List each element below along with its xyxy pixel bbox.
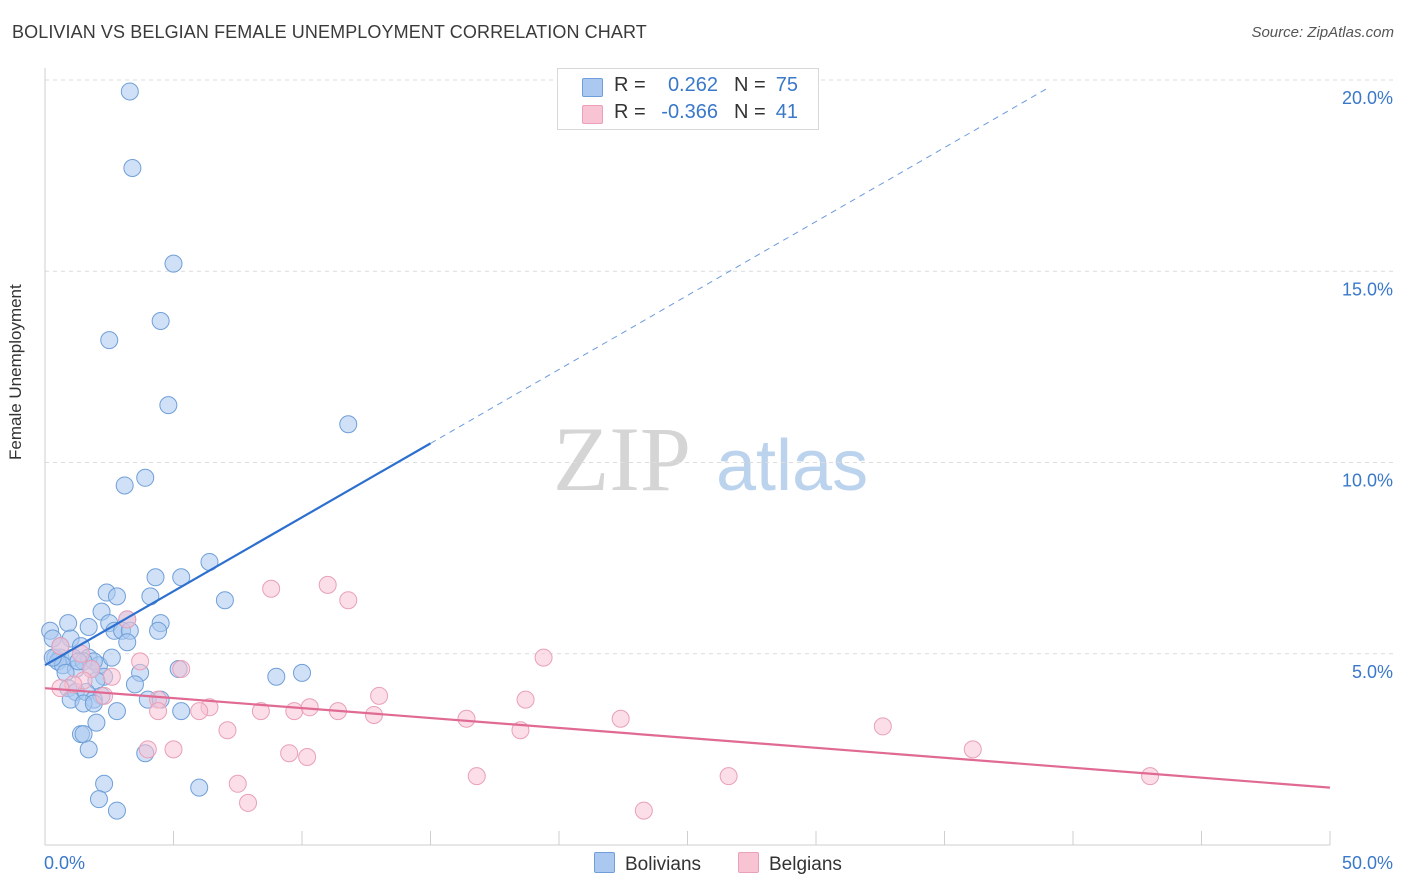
watermark-zip: ZIP [553, 408, 691, 510]
legend-label: Bolivians [625, 854, 702, 875]
belgian-point [138, 740, 157, 759]
n-value: 75 [775, 74, 798, 96]
bolivian-point [89, 790, 108, 809]
y-tick-label: 15.0% [1342, 279, 1393, 299]
bolivian-point [293, 663, 311, 682]
belgian-point [190, 702, 209, 721]
bolivian-point [215, 591, 234, 610]
belgian-point [131, 652, 150, 671]
bolivian-point [79, 617, 98, 636]
x-tick-label-max: 50.0% [1342, 853, 1393, 873]
belgian-point [634, 801, 653, 820]
bolivian-point [136, 468, 155, 487]
n-label: N = [734, 101, 766, 123]
bolivian-point [100, 331, 119, 350]
belgian-trendline [44, 687, 1331, 789]
belgian-point [298, 748, 317, 767]
legend-swatch-bolivians [594, 852, 615, 873]
r-value: -0.366 [661, 101, 718, 123]
bolivian-point [120, 82, 139, 101]
bolivian-point [102, 648, 121, 667]
bolivian-point [123, 158, 142, 177]
belgian-point [467, 767, 486, 786]
belgian-point [285, 702, 304, 721]
bolivian-point [339, 415, 358, 434]
bolivian-point [190, 778, 209, 797]
belgian-point [149, 702, 168, 721]
bolivian-point [164, 254, 183, 273]
bolivian-point [115, 476, 134, 495]
bolivian-point [74, 725, 93, 744]
belgian-point [370, 686, 389, 705]
bolivian-point [87, 713, 106, 732]
r-label: R = [614, 74, 646, 96]
bolivian-point [125, 675, 144, 694]
bolivian-trendline-extension [430, 87, 1048, 444]
belgian-point [1141, 767, 1160, 786]
y-tick-label: 5.0% [1352, 662, 1393, 682]
belgian-point [280, 744, 299, 763]
belgian-point [963, 740, 982, 759]
belgian-point [873, 717, 892, 736]
belgian-point [534, 648, 553, 667]
belgian-point [262, 579, 281, 598]
source-note: Source: ZipAtlas.com [1251, 24, 1394, 41]
legend-item-bolivians[interactable]: Bolivians [594, 852, 701, 876]
bolivian-point [159, 396, 178, 415]
belgian-point [457, 709, 476, 728]
belgian-point [611, 709, 630, 728]
legend-swatch-belgians [738, 852, 759, 873]
belgian-point [719, 767, 738, 786]
bolivian-point [267, 667, 286, 686]
bolivian-point [118, 633, 137, 652]
belgian-point [318, 575, 337, 594]
correlation-legend: R = 0.262 N = 75 R = -0.366 N = 41 [557, 68, 819, 130]
bolivian-point [151, 311, 170, 330]
chart-title: BOLIVIAN VS BELGIAN FEMALE UNEMPLOYMENT … [12, 22, 647, 42]
belgian-point [218, 721, 237, 740]
belgian-point [51, 637, 70, 656]
bolivian-point [95, 774, 114, 793]
y-tick-label: 10.0% [1342, 471, 1393, 491]
series-legend: Bolivians Belgians [0, 852, 1406, 878]
n-label: N = [734, 74, 766, 96]
legend-swatch-belgians [582, 105, 603, 124]
belgian-point [251, 702, 270, 721]
legend-swatch-bolivians [582, 78, 603, 97]
r-value: 0.262 [667, 74, 718, 96]
n-value: 41 [775, 101, 798, 123]
bolivian-point [107, 587, 126, 606]
legend-label: Belgians [769, 854, 842, 875]
belgian-point [164, 740, 183, 759]
bolivian-trendline [44, 442, 432, 667]
bolivian-point [172, 702, 191, 721]
bolivian-point [59, 614, 78, 633]
belgian-point [95, 686, 114, 705]
belgian-point [239, 793, 258, 812]
x-tick-label-min: 0.0% [44, 853, 85, 873]
bolivian-point [107, 702, 126, 721]
y-axis-label: Female Unemployment [6, 284, 25, 460]
legend-item-belgians[interactable]: Belgians [738, 852, 842, 876]
bolivian-point [107, 801, 126, 820]
bolivian-point [149, 621, 168, 640]
r-label: R = [614, 101, 646, 123]
belgian-point [102, 667, 121, 686]
belgian-point [172, 660, 191, 679]
bolivian-point [79, 740, 98, 759]
watermark-atlas: atlas [716, 426, 868, 506]
bolivian-point [146, 568, 165, 587]
belgian-point [228, 774, 247, 793]
belgian-point [339, 591, 358, 610]
belgian-point [516, 690, 535, 709]
y-tick-label: 20.0% [1342, 88, 1393, 108]
